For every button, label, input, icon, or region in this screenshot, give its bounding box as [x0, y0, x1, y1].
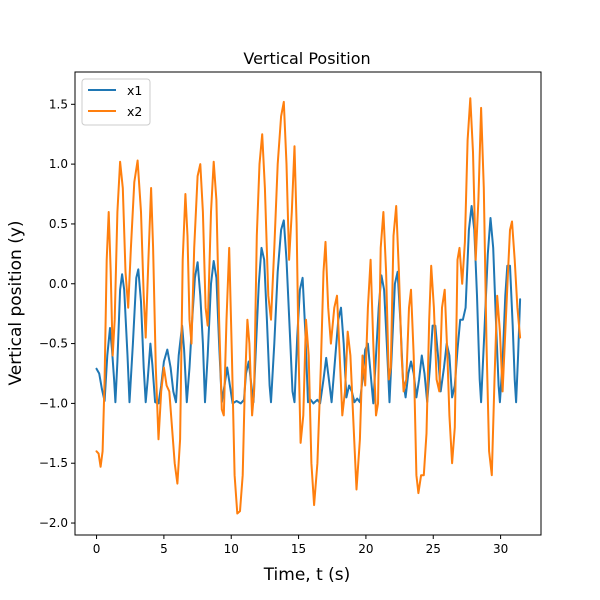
plot-frame	[74, 71, 542, 536]
chart-title: Vertical Position	[243, 49, 370, 68]
y-tick-label: −0.5	[39, 337, 68, 351]
x-tick-label: 30	[493, 542, 508, 556]
y-tick-label: 1.0	[49, 157, 68, 171]
legend-label-x1: x1	[127, 83, 142, 98]
x-tick-label: 0	[93, 542, 101, 556]
x-tick-label: 5	[160, 542, 168, 556]
x-tick-label: 25	[426, 542, 441, 556]
y-tick-label: 0.0	[49, 277, 68, 291]
series-line-x2	[95, 97, 522, 515]
y-tick-label: −1.0	[39, 396, 68, 410]
y-tick-label: 0.5	[49, 217, 68, 231]
y-axis-label: Vertical position (y)	[6, 220, 26, 385]
legend: x1 x2	[81, 78, 151, 126]
x-tick-label: 15	[291, 542, 306, 556]
x-tick-label: 10	[224, 542, 239, 556]
y-tick-label: −2.0	[39, 516, 68, 530]
series-layer	[95, 97, 522, 515]
y-axis: −2.0 −1.5 −1.0 −0.5 0.0 0.5 1.0 1.5	[39, 97, 75, 530]
legend-label-x2: x2	[127, 104, 142, 119]
y-tick-label: 1.5	[49, 97, 68, 111]
x-axis-label: Time, t (s)	[263, 565, 351, 585]
y-tick-label: −1.5	[39, 456, 68, 470]
x-tick-label: 20	[358, 542, 373, 556]
x-axis: 0 5 10 15 20 25 30	[93, 535, 508, 556]
